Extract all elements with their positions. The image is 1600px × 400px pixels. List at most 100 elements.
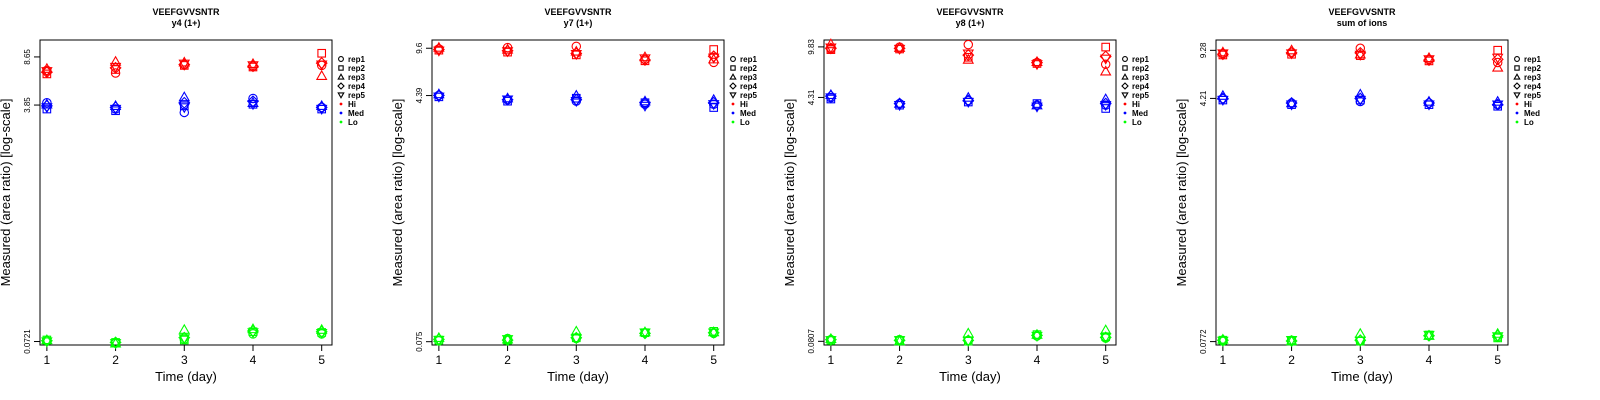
legend-symbol (337, 92, 345, 99)
data-point (433, 92, 445, 103)
legend-label: rep3 (1132, 73, 1149, 82)
data-point (178, 59, 191, 70)
data-point (317, 48, 327, 58)
y-tick-label: 4.21 (1199, 90, 1208, 106)
data-point (1031, 60, 1043, 71)
data-point (109, 337, 122, 348)
data-point (1491, 332, 1504, 343)
x-tick-label: 2 (896, 353, 903, 367)
data-point (1217, 336, 1229, 347)
data-point (248, 93, 258, 104)
y-tick-label: 9.6 (415, 42, 424, 54)
data-point (178, 334, 191, 345)
data-point (247, 100, 259, 111)
legend-symbol (729, 73, 737, 80)
x-tick-label: 1 (1220, 353, 1227, 367)
legend-symbol (731, 102, 735, 106)
data-point (246, 95, 260, 108)
chart-title: VEEFGVVSNTR (152, 7, 220, 17)
data-point (1423, 330, 1435, 341)
x-axis-label: Time (day) (1331, 369, 1393, 384)
legend-symbol (337, 73, 345, 80)
legend-symbol (1514, 65, 1520, 71)
x-tick-label: 4 (642, 353, 649, 367)
data-point (962, 336, 975, 348)
legend-symbol (1513, 92, 1521, 99)
y-tick-label: 4.39 (415, 87, 424, 103)
data-point (638, 96, 652, 109)
legend-label: rep1 (348, 55, 365, 64)
data-point (1101, 104, 1111, 113)
data-point (109, 62, 122, 73)
legend-symbol (339, 102, 343, 106)
legend-label: rep3 (348, 73, 365, 82)
data-point (247, 61, 259, 72)
legend-label: Med (1132, 109, 1148, 118)
data-point (1031, 55, 1043, 67)
legend-symbol (1121, 73, 1129, 80)
legend-symbol (1513, 82, 1521, 90)
data-point (1031, 102, 1043, 113)
x-tick-label: 1 (44, 353, 51, 367)
legend-symbol (1123, 120, 1127, 124)
data-point (709, 45, 719, 54)
legend-symbol (338, 56, 344, 62)
legend-symbol (1121, 92, 1129, 99)
y-tick-label: 0.0721 (23, 329, 32, 354)
x-tick-label: 2 (504, 353, 511, 367)
chart-title: VEEFGVVSNTR (1328, 7, 1396, 17)
chart-title: VEEFGVVSNTR (544, 7, 612, 17)
x-tick-label: 4 (250, 353, 257, 367)
legend-label: rep2 (740, 64, 757, 73)
legend-symbol (1513, 73, 1521, 80)
data-point (1491, 100, 1504, 111)
plot-frame (823, 39, 1117, 346)
data-point (963, 39, 974, 50)
legend-label: Med (1524, 109, 1540, 118)
legend-label: Med (348, 109, 364, 118)
data-point (1492, 57, 1503, 68)
data-point (1354, 327, 1367, 338)
data-point (639, 101, 651, 112)
legend-symbol (730, 56, 736, 62)
data-point (178, 96, 191, 109)
x-tick-label: 5 (1102, 353, 1109, 367)
data-point (570, 334, 583, 345)
legend-symbol (337, 82, 345, 90)
legend-label: Hi (1524, 100, 1532, 109)
y-tick-label: 9.28 (1199, 42, 1208, 58)
legend-label: rep4 (740, 82, 757, 91)
data-point (1423, 100, 1435, 111)
x-tick-label: 4 (1426, 353, 1433, 367)
legend-label: Hi (1132, 100, 1140, 109)
legend-label: rep5 (1524, 91, 1541, 100)
legend-label: rep5 (348, 91, 365, 100)
x-tick-label: 2 (112, 353, 119, 367)
data-point (825, 93, 837, 104)
legend-symbol (729, 82, 737, 90)
data-point (825, 332, 837, 344)
data-point (893, 41, 906, 52)
data-point (1031, 99, 1043, 110)
data-point (178, 323, 191, 334)
data-point (501, 47, 514, 58)
data-point (109, 104, 122, 115)
data-point (825, 336, 837, 347)
data-point (1099, 93, 1112, 104)
x-tick-label: 1 (828, 353, 835, 367)
data-point (501, 335, 514, 346)
data-point (1217, 95, 1229, 106)
data-point (893, 97, 906, 108)
legend-label: rep3 (740, 73, 757, 82)
legend-label: rep2 (1132, 64, 1149, 73)
data-point (1354, 336, 1367, 347)
x-axis-label: Time (day) (547, 369, 609, 384)
y-tick-label: 8.65 (23, 49, 32, 65)
legend-label: Lo (740, 118, 750, 127)
data-point (41, 334, 53, 345)
data-point (570, 50, 583, 61)
data-point (1217, 333, 1229, 344)
